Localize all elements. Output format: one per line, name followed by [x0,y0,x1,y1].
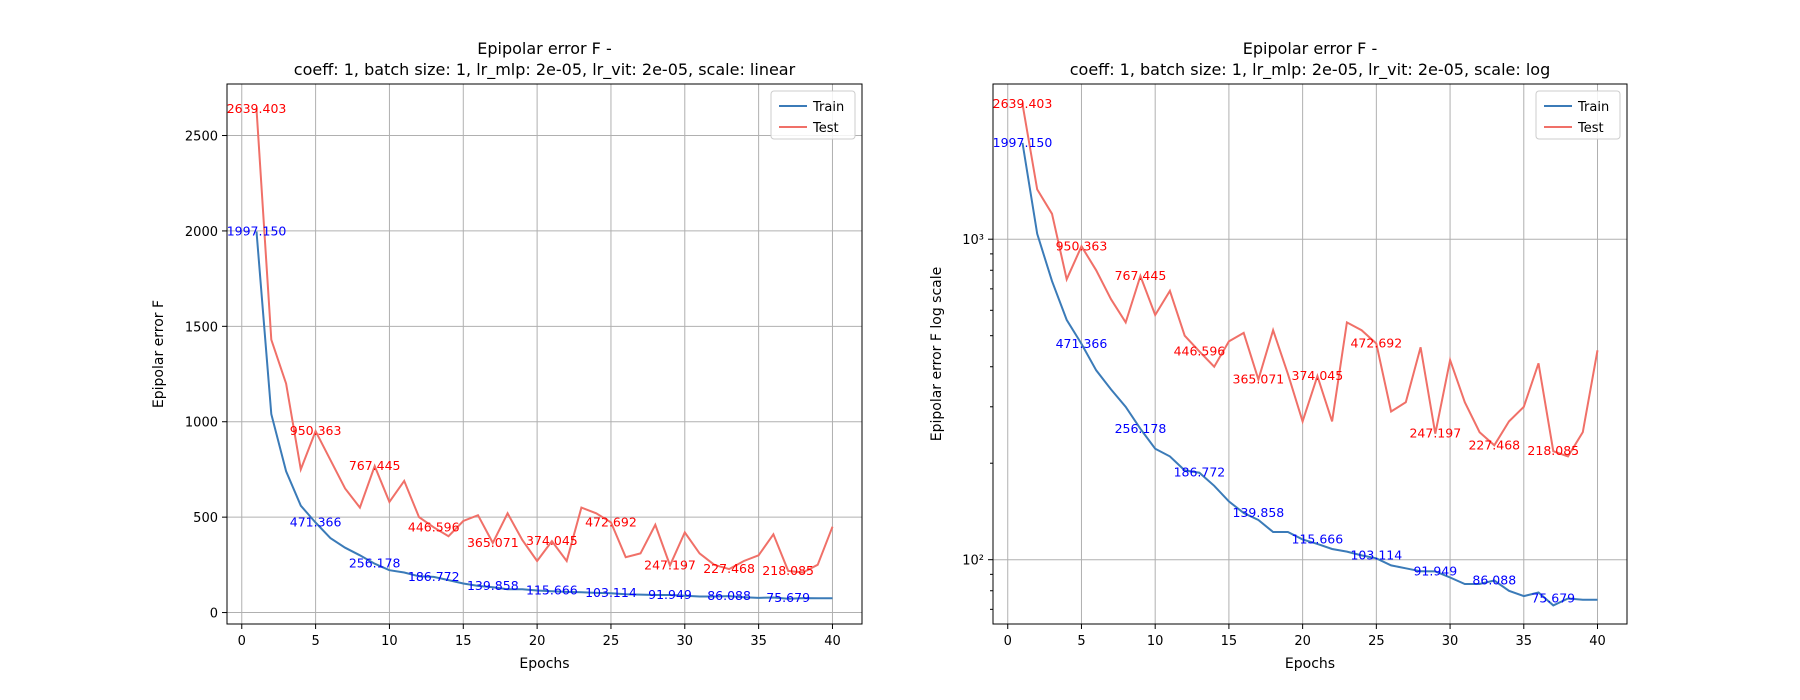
data-label-test: 950.363 [290,423,342,438]
data-label-train: 186.772 [408,569,460,584]
legend-label-test: Test [812,121,839,136]
grid [993,84,1627,624]
x-tick-label: 0 [238,634,246,649]
chart-subtitle: coeff: 1, batch size: 1, lr_mlp: 2e-05, … [1070,60,1551,80]
y-tick-label: 1000 [185,416,218,431]
axes-frame [992,83,1628,625]
legend-label-train: Train [812,100,844,115]
x-tick-label: 15 [1221,634,1238,649]
data-label-test: 472.692 [1350,336,1402,351]
data-label-test: 767.445 [349,458,401,473]
x-axis-label: Epochs [1285,656,1335,672]
legend: Train Test [1535,90,1621,140]
x-tick-label: 30 [677,634,694,649]
chart-title: Epipolar error F - [1243,39,1377,58]
data-label-test: 2639.403 [993,96,1053,111]
x-axis-label: Epochs [519,656,569,672]
data-label-train: 86.088 [1472,573,1516,588]
data-label-test: 365.071 [467,535,519,550]
data-label-train: 115.666 [526,582,578,597]
data-label-train: 1997.150 [993,135,1053,150]
x-tick-label: 0 [1004,634,1012,649]
y-tick-label: 2500 [185,130,218,145]
data-label-test: 227.468 [703,561,755,576]
data-label-train: 115.666 [1292,531,1344,546]
data-label-train: 91.949 [1413,563,1457,578]
data-label-train: 256.178 [1115,421,1167,436]
x-tick-label: 20 [529,634,546,649]
y-tick-label: 10³ [962,233,984,248]
x-tick-label: 5 [1077,634,1085,649]
data-label-train: 256.178 [349,556,401,571]
x-tick-label: 35 [1516,634,1533,649]
y-tick-label: 500 [193,511,218,526]
chart-subtitle: coeff: 1, batch size: 1, lr_mlp: 2e-05, … [294,60,796,80]
axes-frame [226,83,863,625]
legend-label-train: Train [1577,100,1609,115]
data-label-test: 247.197 [1409,426,1461,441]
data-label-test: 767.445 [1115,268,1167,283]
series-line-train [255,231,833,600]
data-label-train: 86.088 [707,588,751,603]
y-tick-label: 2000 [185,225,218,240]
data-label-train: 75.679 [766,590,810,605]
data-label-test: 446.596 [1174,343,1226,358]
y-axis-label: Epipolar error F [151,300,167,408]
data-label-train: 75.679 [1531,590,1575,605]
data-label-train: 139.858 [467,578,519,593]
data-label-test: 365.071 [1233,371,1285,386]
y-tick-label: 10² [962,554,984,569]
x-tick-label: 40 [1589,634,1606,649]
x-tick-label: 40 [824,634,841,649]
data-label-train: 186.772 [1174,465,1226,480]
x-tick-label: 15 [455,634,472,649]
chart-title: Epipolar error F - [477,39,611,58]
data-label-test: 218.085 [1527,443,1579,458]
x-tick-label: 25 [603,634,620,649]
data-label-test: 247.197 [644,557,696,572]
data-label-train: 471.366 [1056,336,1108,351]
x-tick-label: 5 [311,634,319,649]
series-line-test [1021,103,1599,458]
series-line-test [255,108,834,574]
data-label-test: 472.692 [585,514,637,529]
x-tick-label: 30 [1442,634,1459,649]
y-tick-label: 1500 [185,320,218,335]
data-label-test: 227.468 [1468,437,1520,452]
data-label-train: 91.949 [648,587,692,602]
data-label-train: 139.858 [1233,505,1285,520]
y-axis-label: Epipolar error F log scale [929,267,945,441]
data-label-test: 2639.403 [227,101,287,116]
legend: Train Test [770,90,856,140]
data-label-train: 103.114 [585,585,637,600]
data-label-test: 374.045 [1292,368,1344,383]
x-tick-label: 25 [1368,634,1385,649]
y-tick-label: 0 [210,607,218,622]
data-label-train: 103.114 [1350,547,1402,562]
data-label-test: 446.596 [408,519,460,534]
x-tick-label: 35 [750,634,767,649]
x-tick-label: 10 [381,634,398,649]
x-tick-label: 20 [1294,634,1311,649]
data-label-test: 374.045 [526,533,578,548]
data-label-train: 1997.150 [227,223,287,238]
x-tick-label: 10 [1147,634,1164,649]
data-label-test: 950.363 [1056,238,1108,253]
data-label-test: 218.085 [762,563,814,578]
series-line-train [1021,142,1598,607]
legend-label-test: Test [1577,121,1604,136]
data-label-train: 471.366 [290,515,342,530]
